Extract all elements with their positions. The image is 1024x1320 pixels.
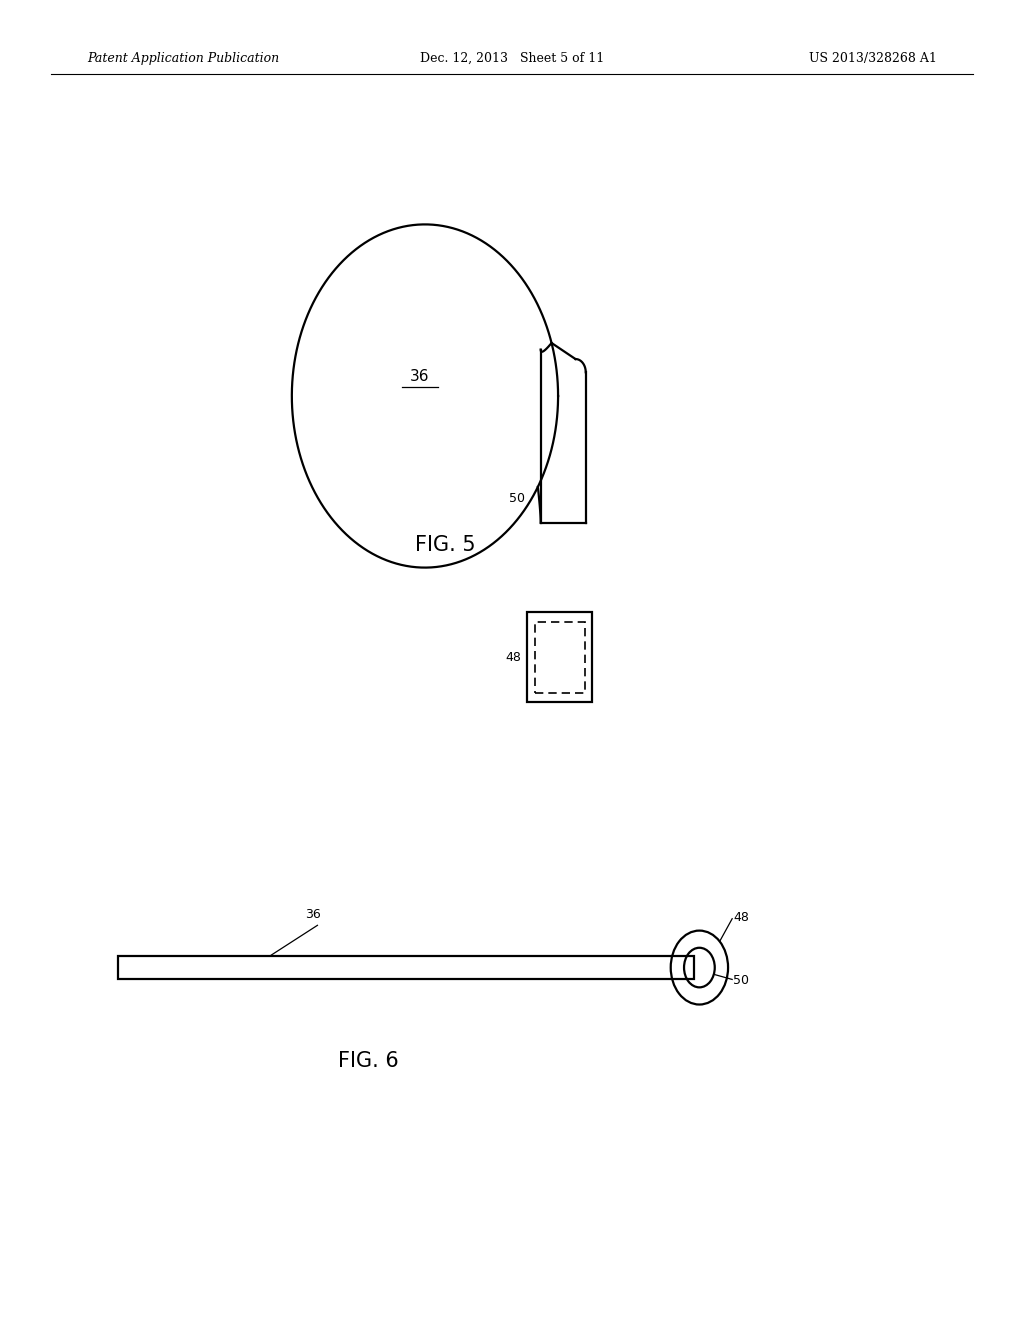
Text: 50: 50	[509, 492, 525, 506]
Text: 36: 36	[305, 908, 321, 921]
Text: 50: 50	[733, 974, 750, 987]
Bar	[118, 956, 694, 979]
Text: Dec. 12, 2013   Sheet 5 of 11: Dec. 12, 2013 Sheet 5 of 11	[420, 51, 604, 65]
Text: Patent Application Publication: Patent Application Publication	[87, 51, 280, 65]
Text: US 2013/328268 A1: US 2013/328268 A1	[809, 51, 937, 65]
Text: 48: 48	[733, 911, 750, 924]
Bar	[527, 612, 592, 702]
Text: FIG. 6: FIG. 6	[338, 1051, 399, 1072]
Text: FIG. 5: FIG. 5	[415, 535, 476, 556]
Text: 36: 36	[410, 368, 430, 384]
Bar	[535, 622, 585, 693]
Text: 48: 48	[505, 651, 521, 664]
